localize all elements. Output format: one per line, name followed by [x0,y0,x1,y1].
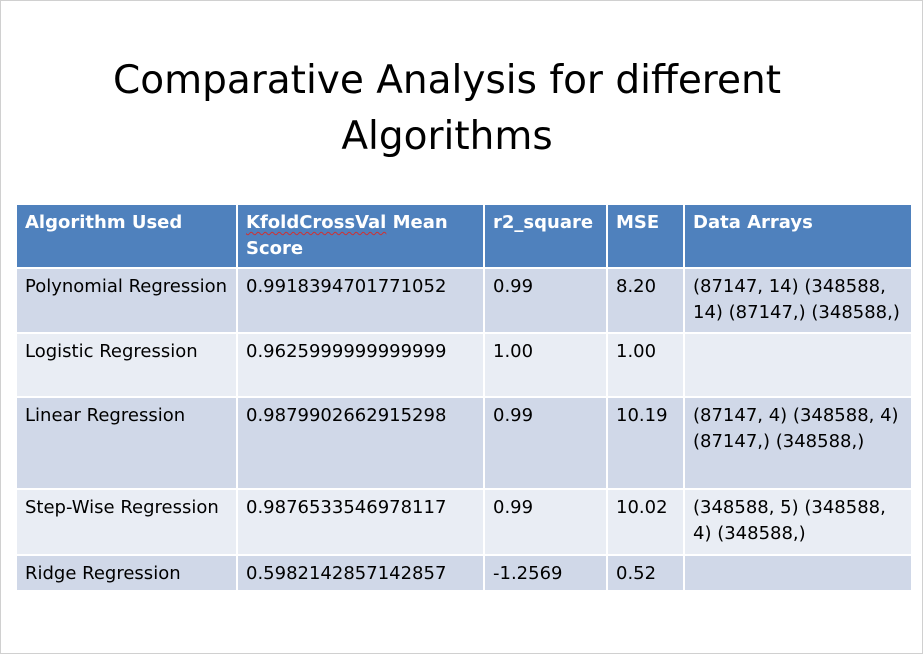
cell-algorithm: Step-Wise Regression [15,488,238,556]
table-row: Polynomial Regression 0.9918394701771052… [15,267,913,334]
table-header-row: Algorithm Used KfoldCrossVal Mean Score … [15,203,913,269]
cell-mse: 10.02 [606,488,685,556]
cell-mse: 0.52 [606,554,685,592]
cell-mse: 8.20 [606,267,685,334]
cell-mse: 10.19 [606,396,685,490]
cell-kfold-score: 0.9876533546978117 [236,488,485,556]
cell-algorithm: Ridge Regression [15,554,238,592]
cell-data-arrays: (87147, 4) (348588, 4) (87147,) (348588,… [683,396,913,490]
header-kfold-word: KfoldCrossVal [246,212,387,233]
cell-r2-square: -1.2569 [483,554,608,592]
cell-kfold-score: 0.9879902662915298 [236,396,485,490]
cell-data-arrays: (87147, 14) (348588, 14) (87147,) (34858… [683,267,913,334]
table-row: Logistic Regression 0.9625999999999999 1… [15,332,913,398]
slide-title: Comparative Analysis for different Algor… [112,58,781,159]
header-data-arrays: Data Arrays [683,203,913,269]
cell-algorithm: Logistic Regression [15,332,238,398]
cell-r2-square: 0.99 [483,396,608,490]
table-row: Linear Regression 0.9879902662915298 0.9… [15,396,913,490]
cell-r2-square: 1.00 [483,332,608,398]
cell-data-arrays: (348588, 5) (348588, 4) (348588,) [683,488,913,556]
header-kfold-mean-score: KfoldCrossVal Mean Score [236,203,485,269]
cell-kfold-score: 0.5982142857142857 [236,554,485,592]
cell-kfold-score: 0.9918394701771052 [236,267,485,334]
comparison-table: Algorithm Used KfoldCrossVal Mean Score … [15,203,913,592]
table-row: Ridge Regression 0.5982142857142857 -1.2… [15,554,913,592]
cell-data-arrays [683,554,913,592]
cell-algorithm: Linear Regression [15,396,238,490]
cell-algorithm: Polynomial Regression [15,267,238,334]
cell-kfold-score: 0.9625999999999999 [236,332,485,398]
header-mse: MSE [606,203,685,269]
header-kfold-rest: Mean Score [246,212,448,259]
cell-r2-square: 0.99 [483,488,608,556]
cell-mse: 1.00 [606,332,685,398]
cell-r2-square: 0.99 [483,267,608,334]
cell-data-arrays [683,332,913,398]
header-r2-square: r2_square [483,203,608,269]
table-row: Step-Wise Regression 0.9876533546978117 … [15,488,913,556]
header-algorithm: Algorithm Used [15,203,238,269]
